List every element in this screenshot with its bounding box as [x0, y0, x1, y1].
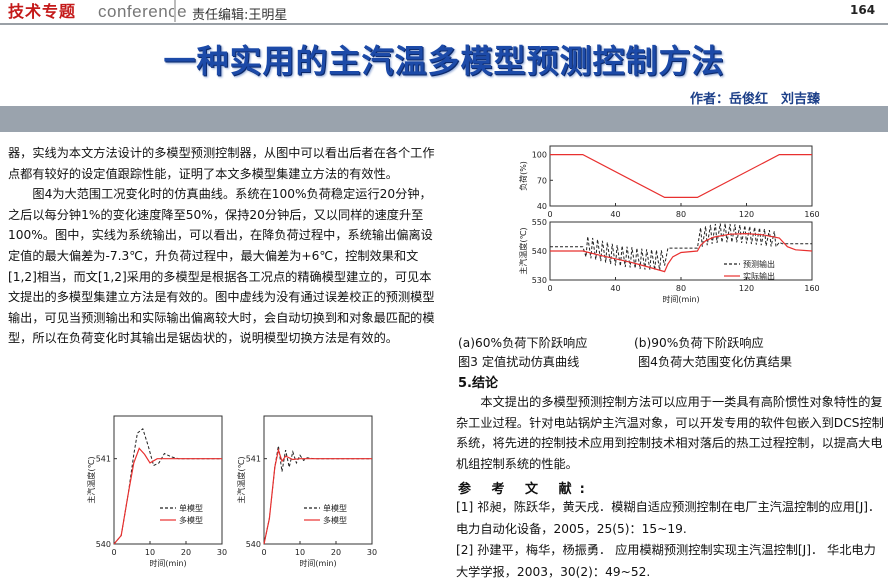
series-line-多模型 [263, 447, 372, 545]
article-authors: 作者：岳俊红 刘吉臻 [690, 92, 821, 107]
section-title: 技术专题 [8, 2, 77, 21]
references-heading: 参 考 文 献: [458, 482, 593, 497]
y-tick-label: 541 [96, 455, 111, 464]
x-tick-label: 0 [261, 548, 266, 557]
section-subtitle: conference [98, 2, 188, 21]
legend-label: 实际输出 [743, 271, 775, 281]
y-axis-label: 主汽温度(℃) [236, 456, 246, 503]
x-tick-label: 30 [367, 548, 377, 557]
series-line-预测输出 [550, 223, 812, 271]
x-tick-label: 20 [331, 548, 341, 557]
conclusion-paragraph: 本文提出的多模型预测控制方法可以应用于一类具有高阶惯性对象特性的复杂工业过程。针… [456, 395, 884, 471]
y-axis-label: 主汽温度(℃) [518, 227, 528, 274]
plot-frame [549, 221, 813, 281]
x-tick-label: 160 [804, 284, 819, 293]
caption-fig4: 图4负荷大范围变化仿真结果 [638, 355, 793, 369]
x-axis-label: 时间(min) [299, 558, 336, 568]
caption-3a: (a)60%负荷下阶跃响应 [458, 336, 588, 350]
legend-label: 预测输出 [743, 259, 775, 269]
y-tick-label: 70 [537, 176, 547, 185]
series-line-实际输出 [550, 232, 813, 273]
x-tick-label: 120 [739, 210, 754, 219]
y-tick-label: 100 [532, 151, 547, 160]
x-tick-label: 20 [181, 548, 191, 557]
figure-4-load: 0 40 80 120 160 40 70 100 负荷(%) [506, 140, 826, 226]
y-tick-label: 540 [246, 540, 261, 549]
reference-item: [1] 祁昶，陈跃华，黄天戌．模糊自适应预测控制在电厂主汽温控制的应用[J]．电… [456, 500, 881, 536]
x-tick-label: 160 [804, 210, 819, 219]
left-column: 器，实线为本文方法设计的多模型预测控制器，从图中可以看出后者在各个工作点都有较好… [8, 143, 436, 349]
body-paragraph: 器，实线为本文方法设计的多模型预测控制器，从图中可以看出后者在各个工作点都有较好… [8, 146, 435, 181]
x-tick-label: 0 [547, 210, 552, 219]
caption-3b: (b)90%负荷下阶跃响应 [634, 336, 764, 350]
conclusion-heading: 5.结论 [458, 376, 498, 391]
section-logo: 技术专题 [0, 0, 96, 24]
x-tick-label: 10 [145, 548, 155, 557]
series-line-load [550, 154, 812, 199]
y-tick-label: 541 [246, 455, 261, 464]
y-tick-label: 540 [532, 247, 547, 256]
header-rule [0, 23, 888, 25]
header-divider [174, 0, 176, 22]
y-tick-label: 530 [532, 276, 547, 285]
y-axis-label: 主汽温度(℃) [86, 456, 96, 503]
series-line-多模型 [113, 447, 222, 545]
plot-frame [263, 415, 373, 545]
page-number: 164 [850, 3, 876, 17]
caption-fig3: 图3 定值扰动仿真曲线 [458, 355, 580, 369]
reference-item: [2] 孙建平，梅华，杨振勇． 应用模糊预测控制实现主汽温控制[J]． 华北电力… [456, 543, 876, 579]
figure-4-temp: 0 40 80 120 160 530 540 550 时间(min) 主汽温度(℃) 预测输出实际… [506, 216, 826, 316]
figure-3a: 0 10 20 30 540 541 时间(min) 主汽温度(℃) 单模型多模型 [82, 408, 232, 580]
x-tick-label: 80 [676, 284, 686, 293]
y-tick-label: 40 [537, 202, 547, 211]
x-tick-label: 0 [547, 284, 552, 293]
legend-label: 多模型 [323, 515, 347, 525]
editor-credit: 责任编辑:王明星 [192, 8, 288, 23]
y-axis-label: 负荷(%) [518, 161, 528, 191]
legend-label: 单模型 [323, 503, 347, 513]
legend-label: 单模型 [179, 503, 203, 513]
article-title: 一种实用的主汽温多模型预测控制方法 [163, 42, 725, 80]
references-list: [1] 祁昶，陈跃华，黄天戌．模糊自适应预测控制在电厂主汽温控制的应用[J]．电… [456, 497, 886, 583]
x-tick-label: 40 [610, 210, 620, 219]
x-axis-label: 时间(min) [662, 294, 699, 304]
conclusion-text: 本文提出的多模型预测控制方法可以应用于一类具有高阶惯性对象特性的复杂工业过程。针… [456, 392, 886, 474]
legend-label: 多模型 [179, 515, 203, 525]
x-axis-label: 时间(min) [149, 558, 186, 568]
figure-4-temp-chart: 0 40 80 120 160 530 540 550 时间(min) 主汽温度(℃) 预测输出实际… [518, 218, 820, 304]
x-tick-label: 10 [295, 548, 305, 557]
x-tick-label: 30 [217, 548, 227, 557]
figure-3b: 0 10 20 30 540 541 时间(min) 主汽温度(℃) 单模型多模型 [232, 408, 382, 580]
x-tick-label: 0 [111, 548, 116, 557]
y-tick-label: 550 [532, 218, 547, 227]
x-tick-label: 80 [676, 210, 686, 219]
x-tick-label: 40 [610, 284, 620, 293]
body-paragraph: 图4为大范围工况变化时的仿真曲线。系统在100%负荷稳定运行20分钟，之后以每分… [8, 187, 435, 346]
plot-frame [113, 415, 223, 545]
y-tick-label: 540 [96, 540, 111, 549]
title-band [0, 106, 888, 132]
x-tick-label: 120 [739, 284, 754, 293]
